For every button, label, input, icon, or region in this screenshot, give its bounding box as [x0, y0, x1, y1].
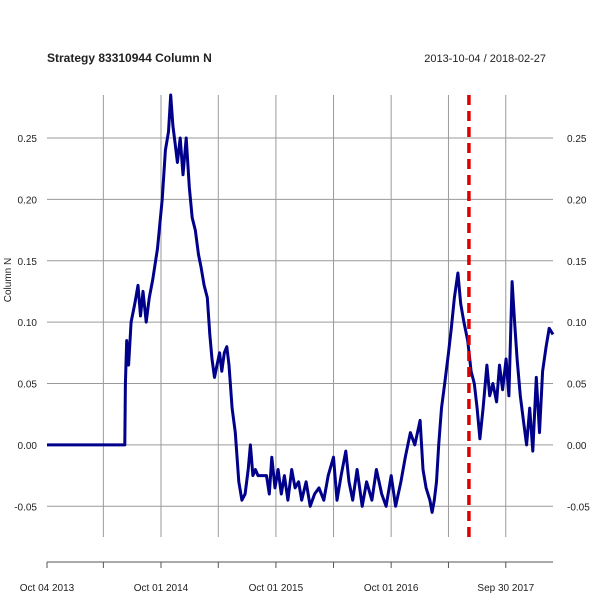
- axes: -0.05 -0.05 0.00 0.00 0.05 0.05 0.10 0.10 0.15 0.…: [14, 134, 590, 594]
- y-tick-label-right: -0.05: [567, 502, 590, 513]
- y-tick-label-left: 0.10: [18, 318, 38, 329]
- y-tick-label-left: 0.15: [18, 257, 38, 268]
- series-line: [47, 93, 555, 514]
- series: [47, 93, 555, 514]
- y-tick-label-left: 0.05: [18, 380, 38, 391]
- y-tick-label-left: 0.20: [18, 195, 38, 206]
- x-tick-label: Oct 01 2014: [134, 583, 189, 594]
- y-axis-label: Column N: [3, 258, 14, 302]
- grid: [47, 95, 553, 537]
- x-tick-label: Oct 01 2015: [249, 583, 304, 594]
- x-tick-label: Oct 01 2016: [364, 583, 419, 594]
- chart-title: Strategy 83310944 Column N: [47, 51, 212, 65]
- y-tick-label-left: 0.00: [18, 441, 38, 452]
- y-tick-label-right: 0.15: [567, 257, 587, 268]
- x-tick-label: Sep 30 2017: [477, 583, 534, 594]
- x-tick-label: Oct 04 2013: [20, 583, 75, 594]
- y-tick-label-left: -0.05: [14, 502, 37, 513]
- y-tick-label-right: 0.00: [567, 441, 587, 452]
- y-tick-label-right: 0.05: [567, 380, 587, 391]
- y-tick-label-right: 0.25: [567, 134, 587, 145]
- y-tick-label-left: 0.25: [18, 134, 38, 145]
- chart-date-range: 2013-10-04 / 2018-02-27: [424, 53, 546, 65]
- y-tick-label-right: 0.10: [567, 318, 587, 329]
- y-tick-label-right: 0.20: [567, 195, 587, 206]
